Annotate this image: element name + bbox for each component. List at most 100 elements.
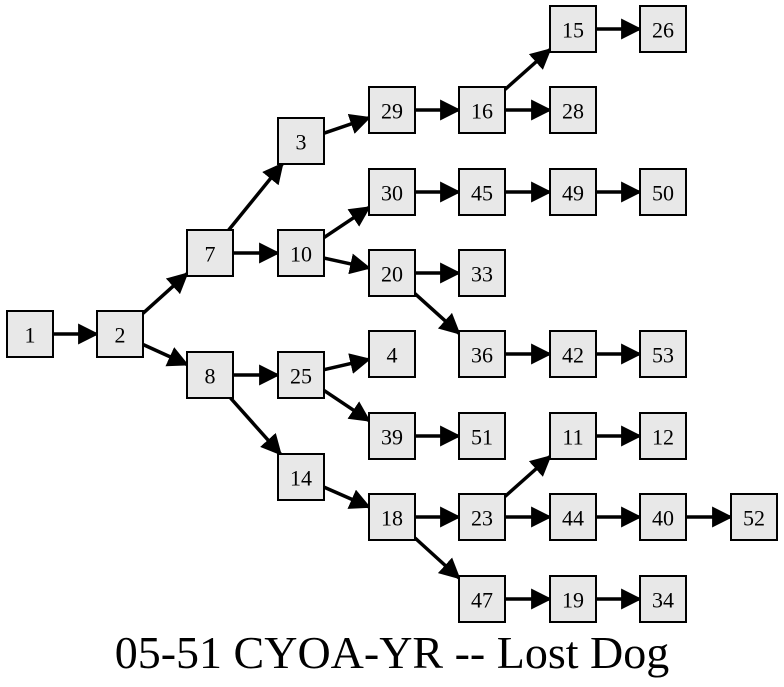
edge-2-to-8 — [142, 342, 189, 367]
node-box — [368, 168, 416, 216]
node-label: 10 — [290, 242, 312, 267]
node-51: 51 — [458, 412, 506, 460]
node-45: 45 — [458, 168, 506, 216]
node-label: 50 — [652, 181, 674, 206]
node-34: 34 — [639, 575, 687, 623]
node-box — [458, 86, 506, 134]
node-15: 15 — [549, 5, 597, 53]
node-box — [549, 575, 597, 623]
node-30: 30 — [368, 168, 416, 216]
node-36: 36 — [458, 330, 506, 378]
node-4: 4 — [368, 330, 416, 378]
node-label: 36 — [471, 343, 493, 368]
edge-10-to-30 — [323, 205, 371, 240]
node-box — [368, 249, 416, 297]
node-label: 25 — [290, 364, 312, 389]
node-label: 7 — [205, 242, 216, 267]
edge-8-to-14 — [229, 396, 282, 456]
node-box — [639, 168, 687, 216]
node-label: 47 — [471, 588, 493, 613]
edge-18-to-47 — [413, 536, 461, 580]
node-label: 44 — [562, 506, 584, 531]
node-label: 23 — [471, 506, 493, 531]
node-25: 25 — [277, 351, 325, 399]
node-label: 34 — [652, 588, 674, 613]
node-box — [639, 575, 687, 623]
node-box — [639, 412, 687, 460]
edge-7-to-3 — [227, 162, 284, 232]
edge-16-to-15 — [503, 48, 552, 91]
node-label: 18 — [381, 506, 403, 531]
edge-2-to-7 — [141, 272, 189, 315]
node-box — [458, 493, 506, 541]
diagram-title: 05-51 CYOA-YR -- Lost Dog — [115, 627, 670, 678]
node-label: 14 — [290, 466, 312, 491]
node-label: 15 — [562, 18, 584, 43]
node-3: 3 — [277, 117, 325, 165]
node-label: 53 — [652, 343, 674, 368]
node-label: 29 — [381, 99, 403, 124]
node-box — [277, 229, 325, 277]
edge-3-to-29 — [323, 113, 371, 135]
node-box — [277, 351, 325, 399]
node-label: 51 — [471, 425, 493, 450]
node-label: 45 — [471, 181, 493, 206]
edges-layer — [53, 18, 734, 610]
edge-23-to-11 — [503, 455, 552, 498]
node-18: 18 — [368, 493, 416, 541]
node-33: 33 — [458, 249, 506, 297]
node-52: 52 — [730, 493, 778, 541]
node-box — [549, 412, 597, 460]
node-box — [549, 86, 597, 134]
node-26: 26 — [639, 5, 687, 53]
node-label: 33 — [471, 262, 493, 287]
node-box — [6, 310, 54, 358]
node-29: 29 — [368, 86, 416, 134]
node-label: 8 — [205, 364, 216, 389]
node-16: 16 — [458, 86, 506, 134]
node-10: 10 — [277, 229, 325, 277]
node-box — [368, 412, 416, 460]
node-box — [458, 249, 506, 297]
node-47: 47 — [458, 575, 506, 623]
node-23: 23 — [458, 493, 506, 541]
nodes-layer: 1 278310251429302043918164533365123471528… — [6, 5, 778, 623]
node-1: 1 — [6, 310, 54, 358]
node-box — [186, 229, 234, 277]
node-20: 20 — [368, 249, 416, 297]
edge-25-to-4 — [323, 353, 372, 374]
node-box — [96, 310, 144, 358]
node-49: 49 — [549, 168, 597, 216]
node-box — [368, 330, 416, 378]
node-box — [458, 168, 506, 216]
node-box — [368, 86, 416, 134]
edge-10-to-20 — [323, 253, 372, 275]
node-label: 49 — [562, 181, 584, 206]
node-box — [277, 117, 325, 165]
edge-14-to-18 — [323, 485, 371, 509]
node-53: 53 — [639, 330, 687, 378]
node-box — [549, 493, 597, 541]
node-box — [368, 493, 416, 541]
node-2: 2 — [96, 310, 144, 358]
node-label: 19 — [562, 588, 584, 613]
node-12: 12 — [639, 412, 687, 460]
node-label: 2 — [115, 323, 126, 348]
node-label: 16 — [471, 99, 493, 124]
node-box — [639, 330, 687, 378]
node-label: 11 — [562, 425, 583, 450]
node-label: 12 — [652, 425, 674, 450]
node-label: 40 — [652, 506, 674, 531]
node-44: 44 — [549, 493, 597, 541]
node-box — [458, 575, 506, 623]
node-39: 39 — [368, 412, 416, 460]
edge-20-to-36 — [413, 292, 461, 335]
node-box — [458, 412, 506, 460]
node-box — [277, 453, 325, 501]
node-label: 26 — [652, 18, 674, 43]
node-label: 28 — [562, 99, 584, 124]
node-label: 4 — [387, 343, 398, 368]
node-label: 52 — [743, 506, 765, 531]
node-box — [639, 5, 687, 53]
